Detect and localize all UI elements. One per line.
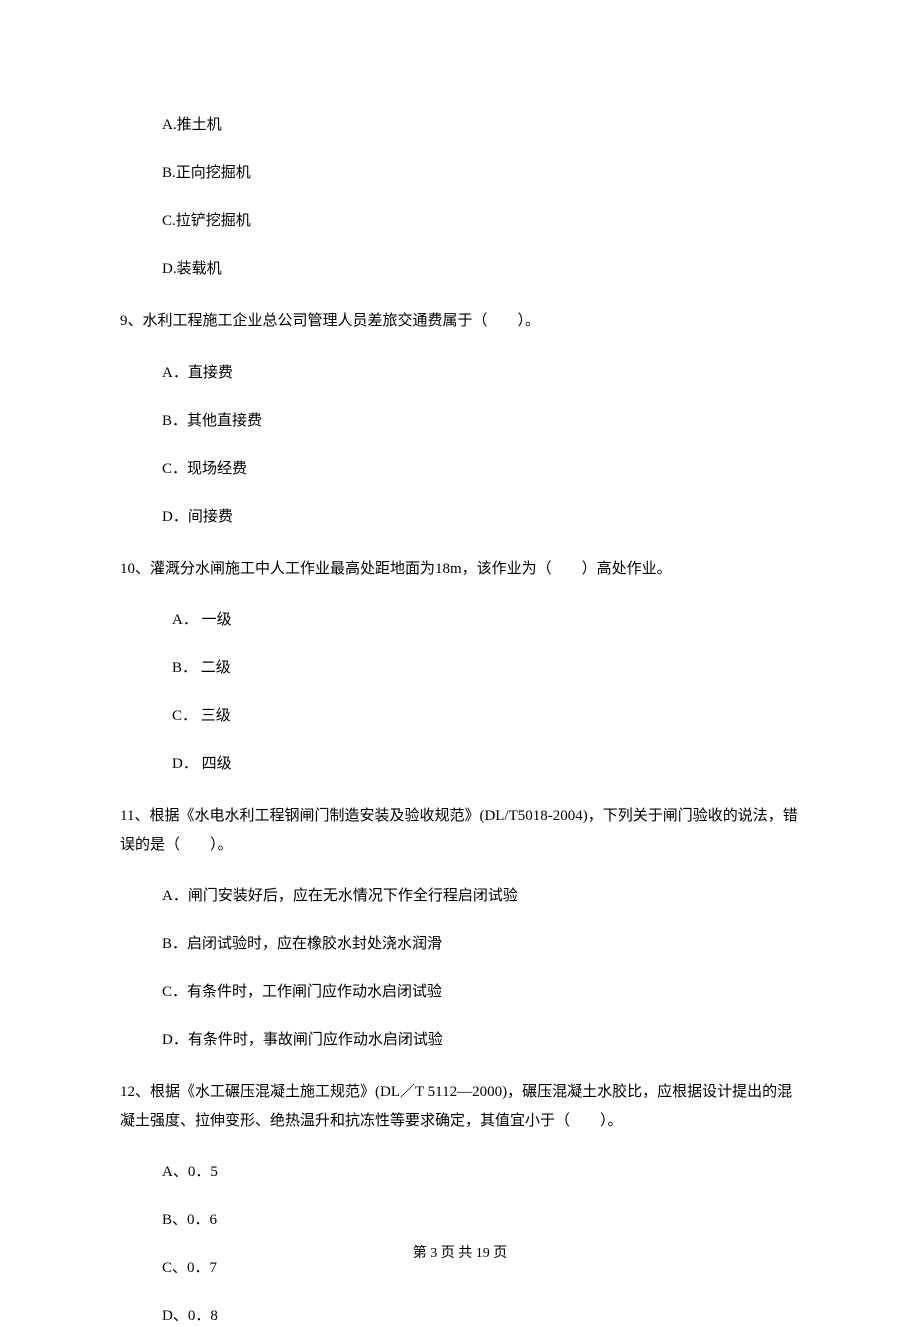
q12-option-b: B、0．6 (120, 1210, 800, 1231)
q10-option-b: B． 二级 (120, 658, 800, 679)
q10-option-c: C． 三级 (120, 706, 800, 727)
q9-option-c: C．现场经费 (120, 459, 800, 480)
q8-option-b: B.正向挖掘机 (120, 163, 800, 184)
q11-option-c: C．有条件时，工作闸门应作动水启闭试验 (120, 982, 800, 1003)
q10-text: 10、灌溉分水闸施工中人工作业最高处距地面为18m，该作业为（ ）高处作业。 (120, 555, 800, 584)
q12-option-d: D、0．8 (120, 1306, 800, 1327)
page-footer: 第 3 页 共 19 页 (0, 1242, 920, 1262)
q12-text: 12、根据《水工碾压混凝土施工规范》(DL／T 5112—2000)，碾压混凝土… (120, 1078, 800, 1135)
q11-option-d: D．有条件时，事故闸门应作动水启闭试验 (120, 1030, 800, 1051)
q11-text: 11、根据《水电水利工程钢闸门制造安装及验收规范》(DL/T5018-2004)… (120, 802, 800, 859)
q9-text: 9、水利工程施工企业总公司管理人员差旅交通费属于（ ）。 (120, 307, 800, 336)
q12-option-a: A、0．5 (120, 1162, 800, 1183)
q10-option-d: D． 四级 (120, 754, 800, 775)
q8-option-d: D.装载机 (120, 259, 800, 280)
q9-option-a: A．直接费 (120, 363, 800, 384)
q8-option-a: A.推土机 (120, 115, 800, 136)
q11-option-a: A．闸门安装好后，应在无水情况下作全行程启闭试验 (120, 886, 800, 907)
q11-option-b: B．启闭试验时，应在橡胶水封处浇水润滑 (120, 934, 800, 955)
q9-option-b: B．其他直接费 (120, 411, 800, 432)
q10-option-a: A． 一级 (120, 610, 800, 631)
q9-option-d: D．间接费 (120, 507, 800, 528)
page-content: A.推土机 B.正向挖掘机 C.拉铲挖掘机 D.装载机 9、水利工程施工企业总公… (0, 0, 920, 1327)
q8-option-c: C.拉铲挖掘机 (120, 211, 800, 232)
